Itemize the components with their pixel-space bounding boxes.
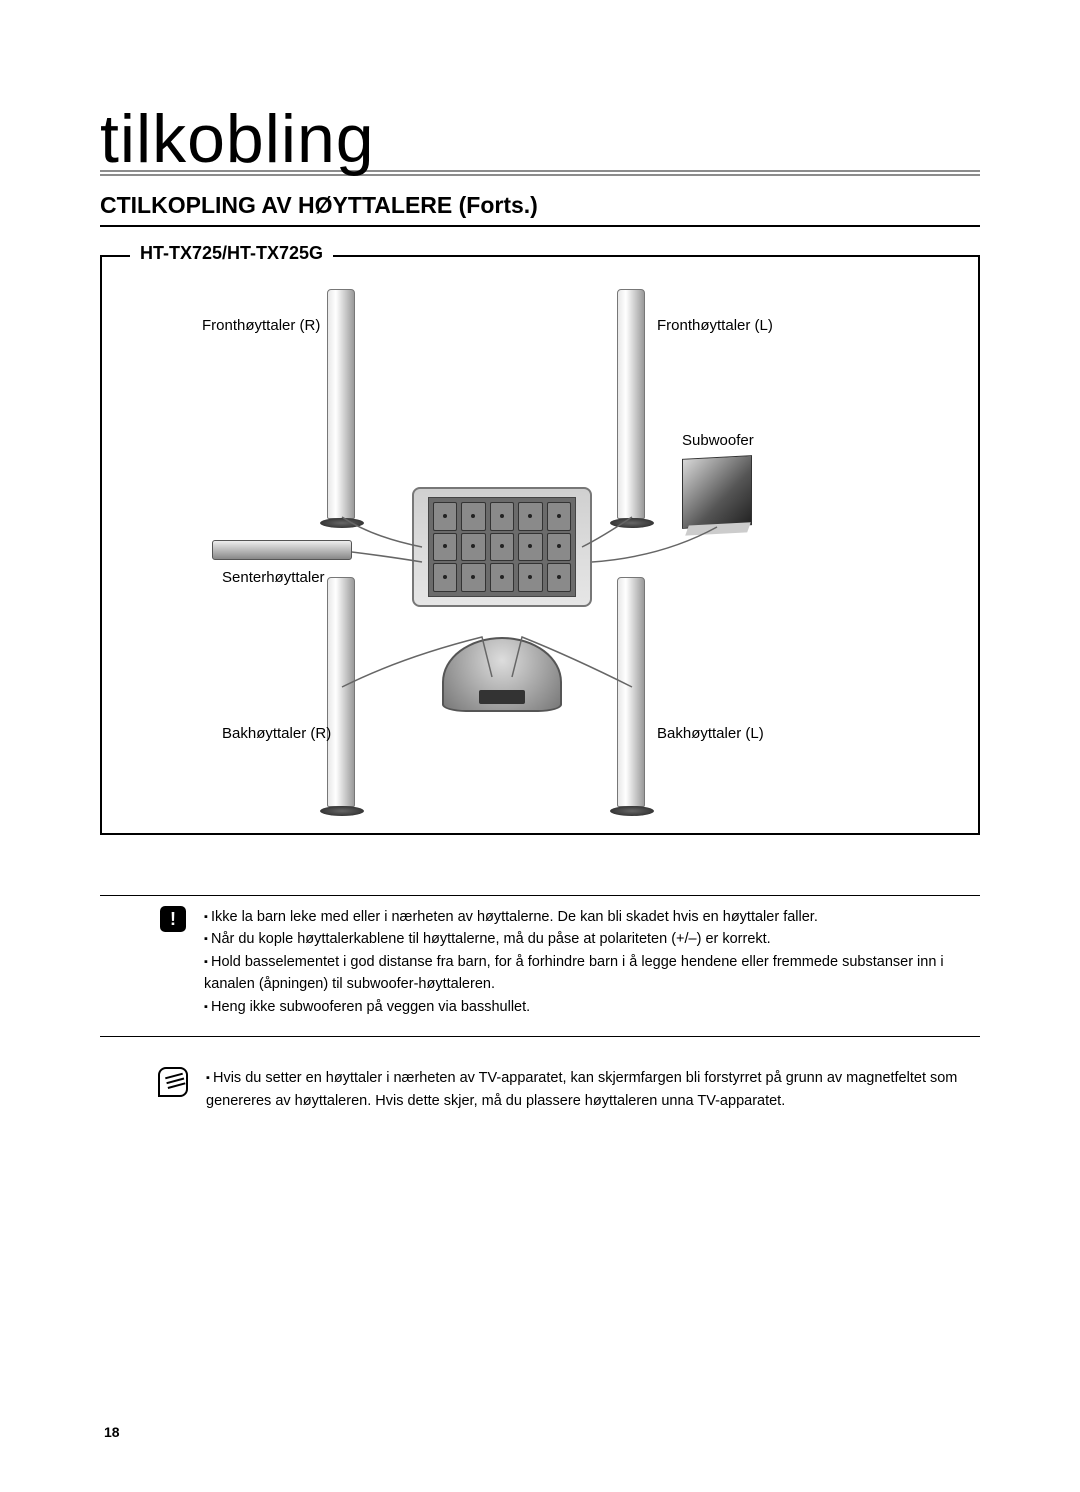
caution-item: Når du kople høyttalerkablene til høytta…: [204, 928, 980, 950]
section-rule: [100, 225, 980, 227]
speaker-rear-l: [617, 577, 645, 807]
section-title: CTILKOPLING AV HØYTTALERE (Forts.): [100, 192, 980, 219]
page-title: tilkobling: [100, 100, 980, 178]
note-block: Hvis du setter en høyttaler i nærheten a…: [100, 1057, 980, 1112]
caution-block: ! Ikke la barn leke med eller i nærheten…: [100, 895, 980, 1037]
page-number: 18: [104, 1424, 120, 1440]
label-front-l: Fronthøyttaler (L): [657, 317, 773, 334]
model-label: HT-TX725/HT-TX725G: [130, 243, 333, 264]
caution-item: Heng ikke subwooferen på veggen via bass…: [204, 996, 980, 1018]
speaker-rear-r: [327, 577, 355, 807]
speaker-subwoofer: [682, 455, 752, 529]
label-rear-r: Bakhøyttaler (R): [222, 725, 331, 742]
note-icon: [158, 1067, 188, 1097]
label-rear-l: Bakhøyttaler (L): [657, 725, 764, 742]
speaker-front-l: [617, 289, 645, 519]
caution-item: Ikke la barn leke med eller i nærheten a…: [204, 906, 980, 928]
caution-list: Ikke la barn leke med eller i nærheten a…: [204, 906, 980, 1018]
label-front-r: Fronthøyttaler (R): [202, 317, 320, 334]
note-item: Hvis du setter en høyttaler i nærheten a…: [206, 1067, 980, 1112]
label-subwoofer: Subwoofer: [682, 432, 754, 449]
rear-panel: [412, 487, 592, 607]
label-center: Senterhøyttaler: [222, 569, 325, 586]
wireless-receiver: [442, 637, 562, 712]
speaker-front-r: [327, 289, 355, 519]
caution-item: Hold basselementet i god distanse fra ba…: [204, 951, 980, 996]
note-list: Hvis du setter en høyttaler i nærheten a…: [206, 1067, 980, 1112]
diagram-frame: HT-TX725/HT-TX725G Fronthøyttaler (R) Fr…: [100, 255, 980, 835]
caution-icon: !: [160, 906, 186, 932]
speaker-center: [212, 540, 352, 560]
